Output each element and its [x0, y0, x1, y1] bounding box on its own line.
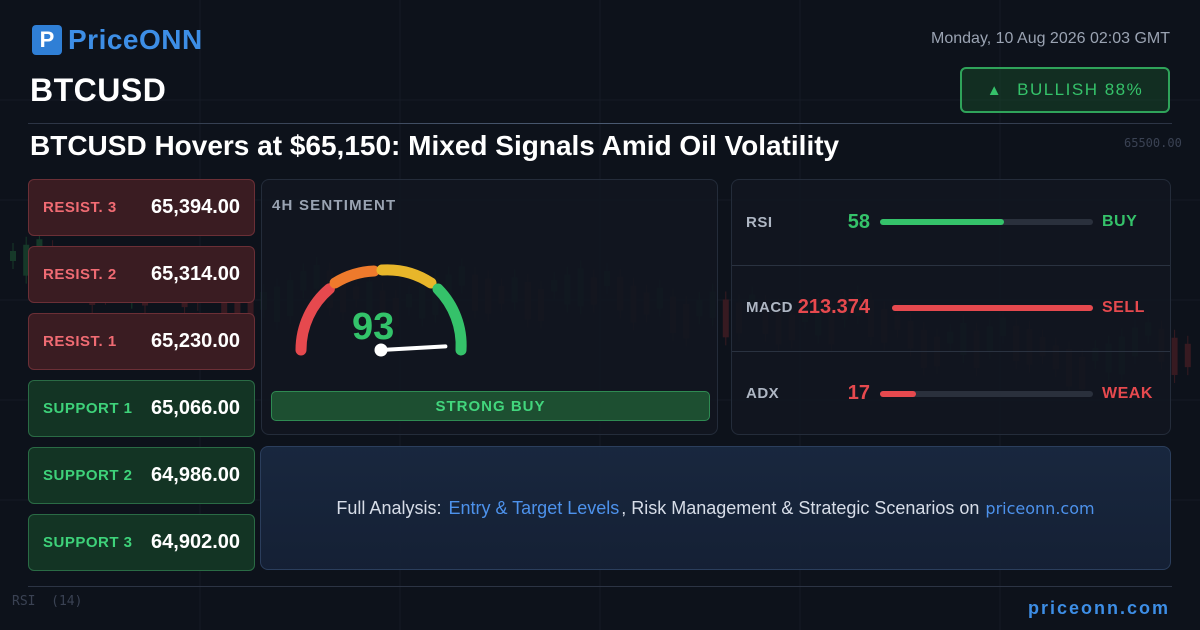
indicator-value: 17 — [847, 382, 870, 404]
logo-icon: P — [32, 25, 62, 55]
level-resist-3: RESIST. 3 65,394.00 — [28, 179, 255, 236]
header-divider — [28, 123, 1172, 124]
indicator-name: RSI — [746, 213, 773, 231]
indicator-bar — [892, 304, 1093, 311]
up-triangle-icon: ▲ — [986, 81, 1004, 99]
sentiment-panel: 4H SENTIMENT 93 STRONG BUY — [261, 179, 718, 435]
gauge-hub — [374, 343, 388, 357]
levels-list: RESIST. 3 65,394.00 RESIST. 2 65,314.00 … — [28, 179, 255, 581]
gauge-arc-orange — [329, 265, 380, 289]
level-resist-2: RESIST. 2 65,314.00 — [28, 246, 255, 303]
gauge-arc-red — [295, 283, 335, 356]
level-value: 65,394.00 — [151, 196, 240, 218]
gauge-needle — [379, 344, 448, 352]
bg-price-label: 65500.00 — [1124, 136, 1182, 150]
indicator-signal: WEAK — [1102, 384, 1153, 402]
indicator-bar — [880, 219, 1093, 225]
headline: BTCUSD Hovers at $65,150: Mixed Signals … — [30, 130, 840, 161]
level-support-2: SUPPORT 2 64,986.00 — [28, 447, 255, 504]
footer-divider — [28, 586, 1172, 587]
indicator-adx: ADX 17 WEAK — [732, 351, 1170, 435]
bg-candle — [1171, 337, 1178, 375]
indicator-bar-fill — [880, 219, 1004, 225]
level-resist-1: RESIST. 1 65,230.00 — [28, 313, 255, 370]
indicator-macd: MACD 213.374 SELL — [732, 265, 1170, 349]
bullish-badge: ▲ BULLISH 88% — [960, 67, 1170, 113]
indicators-panel: RSI 58 BUY MACD 213.374 SELL ADX 17 WEAK — [731, 179, 1171, 435]
badge-label: BULLISH 88% — [1017, 80, 1144, 99]
cta-prefix: Full Analysis: — [336, 497, 442, 518]
bg-candle — [10, 251, 16, 261]
level-value: 64,986.00 — [151, 464, 240, 486]
level-value: 64,902.00 — [151, 531, 240, 553]
indicator-value: 58 — [847, 210, 870, 233]
gauge-arc-green — [432, 283, 467, 356]
bg-candle — [1184, 343, 1191, 368]
cta-link[interactable]: Entry & Target Levels — [448, 497, 620, 518]
cta-site-link[interactable]: priceonn.com — [985, 498, 1095, 518]
logo-text: PriceONN — [68, 24, 203, 55]
level-support-1: SUPPORT 1 65,066.00 — [28, 380, 255, 437]
logo[interactable]: P PriceONN — [32, 22, 203, 58]
indicator-signal: BUY — [1102, 213, 1138, 230]
indicator-bar-fill — [892, 304, 1093, 311]
footer-site-link[interactable]: priceonn.com — [1027, 598, 1170, 618]
bg-candle — [221, 289, 228, 322]
bg-candle — [234, 293, 241, 332]
full-analysis-banner[interactable]: Full Analysis: Entry & Target Levels, Ri… — [260, 446, 1171, 570]
bg-candle — [722, 299, 729, 338]
sentiment-gauge — [295, 264, 467, 357]
level-value: 65,314.00 — [151, 263, 240, 285]
indicator-name: MACD — [746, 299, 793, 316]
level-value: 65,230.00 — [151, 330, 240, 352]
datetime: Monday, 10 Aug 2026 02:03 GMT — [931, 30, 1170, 47]
indicator-bar — [880, 390, 1093, 397]
level-label: SUPPORT 3 — [43, 534, 133, 551]
level-support-3: SUPPORT 3 64,902.00 — [28, 514, 255, 571]
indicator-value: 213.374 — [797, 296, 870, 318]
indicator-name: ADX — [746, 385, 780, 402]
indicator-rsi: RSI 58 BUY — [732, 180, 1170, 264]
bg-candle — [23, 244, 30, 276]
level-label: SUPPORT 1 — [43, 400, 133, 417]
cta-middle: , Risk Management & Strategic Scenarios … — [621, 497, 980, 518]
gauge-arc-yellow — [376, 264, 437, 289]
level-label: RESIST. 2 — [43, 266, 117, 283]
sentiment-title: 4H SENTIMENT — [272, 197, 397, 214]
level-label: SUPPORT 2 — [43, 467, 133, 484]
level-value: 65,066.00 — [151, 397, 240, 419]
level-label: RESIST. 3 — [43, 199, 117, 216]
bg-rsi-label: RSI (14) — [12, 594, 83, 609]
indicator-signal: SELL — [1102, 298, 1145, 316]
sentiment-signal: STRONG BUY — [271, 391, 710, 421]
ticker-symbol: BTCUSD — [30, 72, 167, 108]
sentiment-score: 93 — [352, 306, 395, 348]
level-label: RESIST. 1 — [43, 333, 117, 350]
indicator-bar-fill — [880, 390, 917, 397]
